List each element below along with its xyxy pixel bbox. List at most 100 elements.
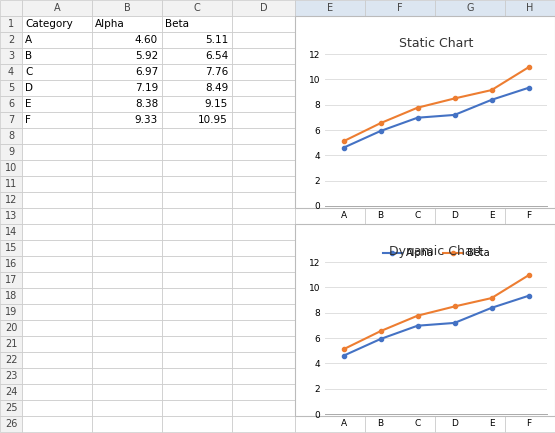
Bar <box>92 288 162 304</box>
Bar <box>22 288 92 304</box>
Bar <box>295 0 365 16</box>
Bar <box>22 240 92 256</box>
Bar <box>435 80 505 96</box>
Bar <box>92 224 162 240</box>
Text: 21: 21 <box>5 339 17 349</box>
Bar <box>92 272 162 288</box>
Bar <box>365 368 435 384</box>
Bar <box>92 256 162 272</box>
Text: E: E <box>25 99 32 109</box>
Text: 9.15: 9.15 <box>205 99 228 109</box>
Bar <box>505 96 555 112</box>
Bar <box>0 112 22 128</box>
Bar <box>92 368 162 384</box>
Bar <box>0 144 22 160</box>
Bar <box>0 96 22 112</box>
Bar <box>162 272 232 288</box>
Bar <box>435 240 505 256</box>
Bar <box>365 352 435 368</box>
Bar <box>295 208 365 224</box>
Bar <box>365 208 435 224</box>
Bar <box>0 256 22 272</box>
Text: 19: 19 <box>5 307 17 317</box>
Text: 11: 11 <box>5 179 17 189</box>
Bar <box>0 64 22 80</box>
Bar <box>162 304 232 320</box>
Bar <box>162 336 232 352</box>
Alpha <box>451 112 458 117</box>
Bar <box>435 128 505 144</box>
Bar <box>162 160 232 176</box>
Bar <box>505 368 555 384</box>
Bar <box>365 16 435 32</box>
Bar <box>162 400 232 416</box>
Bar <box>92 320 162 336</box>
Text: G: G <box>466 3 474 13</box>
Bar <box>0 0 22 16</box>
Legend: Alpha, Beta: Alpha, Beta <box>379 244 493 262</box>
Line: Alpha: Alpha <box>341 86 531 150</box>
Bar <box>232 80 295 96</box>
Bar <box>22 416 92 432</box>
Bar <box>505 160 555 176</box>
Bar <box>92 400 162 416</box>
Bar <box>92 208 162 224</box>
Bar <box>232 320 295 336</box>
Bar <box>92 80 162 96</box>
Bar <box>0 48 22 64</box>
Bar <box>365 304 435 320</box>
Bar <box>365 192 435 208</box>
Text: 5.92: 5.92 <box>135 51 158 61</box>
Bar <box>295 64 365 80</box>
Bar <box>232 352 295 368</box>
Text: D: D <box>260 3 268 13</box>
Text: 23: 23 <box>5 371 17 381</box>
Bar <box>22 144 92 160</box>
Bar <box>435 400 505 416</box>
Bar <box>92 240 162 256</box>
Bar <box>365 112 435 128</box>
Text: 1: 1 <box>8 19 14 29</box>
Bar <box>92 128 162 144</box>
Text: 2: 2 <box>8 35 14 45</box>
Bar <box>0 288 22 304</box>
Alpha <box>488 97 495 103</box>
Bar <box>0 272 22 288</box>
Text: 10: 10 <box>5 163 17 173</box>
Bar <box>162 0 232 16</box>
Bar <box>295 384 365 400</box>
Bar <box>22 112 92 128</box>
Text: Beta: Beta <box>165 19 189 29</box>
Bar <box>295 272 365 288</box>
Bar <box>232 112 295 128</box>
Bar <box>365 32 435 48</box>
Bar <box>435 336 505 352</box>
Bar <box>162 112 232 128</box>
Bar <box>505 64 555 80</box>
Bar <box>365 336 435 352</box>
Text: 3: 3 <box>8 51 14 61</box>
Bar <box>295 16 365 32</box>
Text: A: A <box>54 3 60 13</box>
Bar <box>505 240 555 256</box>
Bar <box>295 128 365 144</box>
Bar <box>232 288 295 304</box>
Text: 8.49: 8.49 <box>205 83 228 93</box>
Bar <box>22 96 92 112</box>
Bar <box>0 304 22 320</box>
Bar <box>365 256 435 272</box>
Bar <box>232 304 295 320</box>
Bar <box>505 384 555 400</box>
Bar <box>505 352 555 368</box>
Bar <box>505 128 555 144</box>
Bar <box>505 288 555 304</box>
Bar <box>162 208 232 224</box>
Bar <box>365 240 435 256</box>
Bar <box>92 96 162 112</box>
Text: 7: 7 <box>8 115 14 125</box>
Bar <box>505 416 555 432</box>
Bar <box>435 160 505 176</box>
Bar <box>22 208 92 224</box>
Bar <box>505 16 555 32</box>
Bar <box>162 48 232 64</box>
